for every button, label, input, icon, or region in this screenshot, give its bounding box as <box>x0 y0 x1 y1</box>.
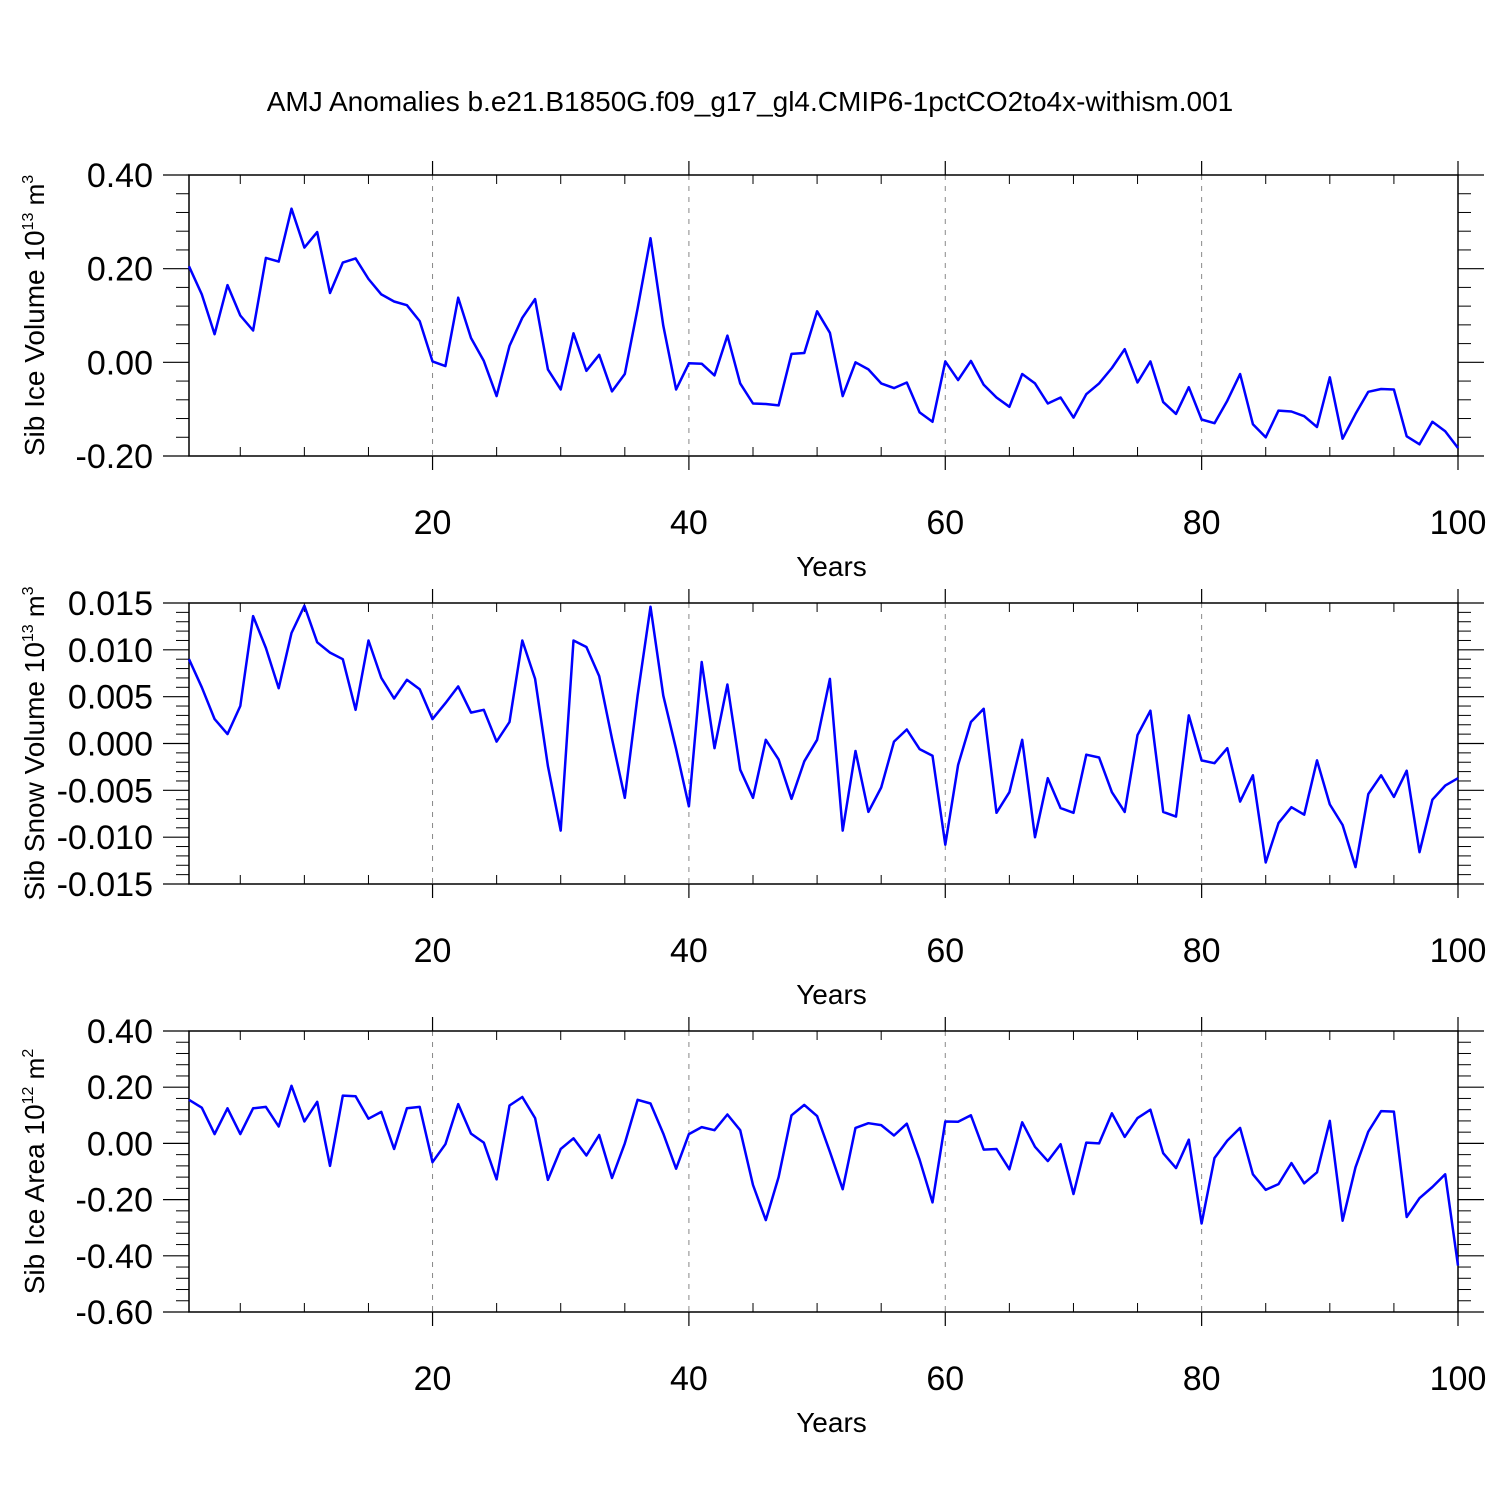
chart-title: AMJ Anomalies b.e21.B1850G.f09_g17_gl4.C… <box>266 86 1234 117</box>
plot-frame <box>188 1030 1459 1313</box>
y-axis-title: Sib Ice Volume 1013 m3 <box>19 175 50 456</box>
y-tick-label: -0.20 <box>76 438 154 476</box>
x-tick-label: 100 <box>1430 504 1487 542</box>
y-tick-label: -0.010 <box>57 819 153 857</box>
x-tick-label: 20 <box>414 1360 452 1398</box>
y-tick-label: -0.005 <box>57 772 153 810</box>
panel-sib-ice-area: 20 40 60 80 100 -0.60 -0.40 -0.20 0.00 0.20 0.40 Ye… <box>19 1013 1486 1438</box>
y-tick-label: 0.40 <box>87 157 153 195</box>
series-line <box>187 207 1459 449</box>
y-tick-label: 0.20 <box>87 1069 153 1107</box>
y-tick-label: 0.00 <box>87 1125 153 1163</box>
y-axis-title-unit-exponent: 3 <box>20 175 37 184</box>
y-tick-label: 0.00 <box>87 344 153 382</box>
x-tick-label: 100 <box>1430 932 1487 970</box>
plot-frame <box>188 602 1459 885</box>
x-tick-label: 80 <box>1183 1360 1221 1398</box>
y-tick-label: 0.010 <box>68 632 153 670</box>
panel-sib-ice-volume: 20 40 60 80 100 -0.20 0.00 0.20 0.40 Years Sib Ice… <box>19 157 1486 582</box>
y-axis-title: Sib Snow Volume 1013 m3 <box>19 586 50 900</box>
y-tick-label: 0.015 <box>68 585 153 623</box>
x-axis-title: Years <box>796 979 867 1010</box>
x-tick-label: 40 <box>670 504 708 542</box>
y-tick-label: 0.20 <box>87 251 153 289</box>
x-tick-label: 20 <box>414 932 452 970</box>
y-axis-title-exponent: 13 <box>20 213 37 231</box>
y-axis-title-text: Sib Ice Volume 10 <box>19 230 50 456</box>
y-tick-label: -0.20 <box>76 1182 154 1220</box>
y-axis-title: Sib Ice Area 1012 m2 <box>19 1049 50 1295</box>
x-axis-title: Years <box>796 551 867 582</box>
y-tick-label: 0.005 <box>68 679 153 717</box>
x-tick-label: 100 <box>1430 1360 1487 1398</box>
y-tick-label: -0.40 <box>76 1238 154 1276</box>
y-tick-label: -0.60 <box>76 1294 154 1332</box>
y-axis-title-unit-exponent: 3 <box>20 586 37 595</box>
x-tick-label: 60 <box>926 1360 964 1398</box>
x-tick-label: 60 <box>926 932 964 970</box>
x-tick-label: 80 <box>1183 932 1221 970</box>
x-tick-label: 20 <box>414 504 452 542</box>
y-tick-label: -0.015 <box>57 866 153 904</box>
y-tick-label: 0.40 <box>87 1013 153 1051</box>
panel-sib-snow-volume: 20 40 60 80 100 -0.015 -0.010 -0.005 0.000 0.005 0… <box>19 585 1486 1010</box>
x-axis-title: Years <box>796 1407 867 1438</box>
x-tick-label: 40 <box>670 1360 708 1398</box>
x-tick-label: 40 <box>670 932 708 970</box>
y-axis-title-unit: m <box>20 595 50 624</box>
x-tick-label: 80 <box>1183 504 1221 542</box>
plot-frame <box>188 174 1459 457</box>
series-line <box>187 604 1459 869</box>
x-tick-label: 60 <box>926 504 964 542</box>
y-axis-title-unit: m <box>20 184 50 213</box>
y-axis-title-exponent: 13 <box>20 624 37 642</box>
y-tick-label: 0.000 <box>68 726 153 764</box>
series-line <box>188 1084 1460 1266</box>
y-axis-title-unit-exponent: 2 <box>20 1049 37 1058</box>
y-axis-title-exponent: 12 <box>20 1086 37 1104</box>
y-axis-title-unit: m <box>20 1058 50 1087</box>
y-axis-title-text: Sib Snow Volume 10 <box>19 642 50 900</box>
y-axis-title-text: Sib Ice Area 10 <box>19 1104 50 1294</box>
